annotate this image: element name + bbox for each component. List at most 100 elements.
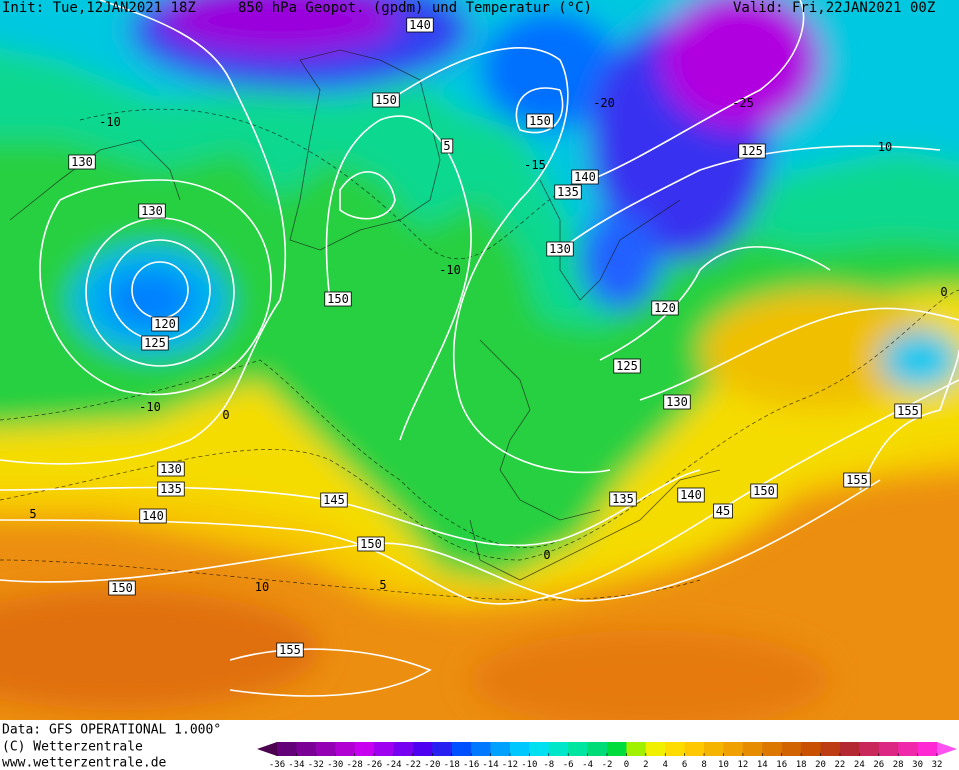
colorbar-segment	[781, 742, 802, 756]
geopotential-label: 150	[111, 581, 133, 595]
init-time: Init: Tue,12JAN2021 18Z	[2, 0, 196, 16]
temperature-label: 10	[255, 580, 269, 594]
colorbar-tick-label: -26	[366, 760, 382, 770]
colorbar-tick-label: -36	[269, 760, 285, 770]
colorbar-tick-label: -16	[463, 760, 479, 770]
geopotential-label-box	[843, 472, 871, 488]
colorbar-segment	[839, 742, 860, 756]
colorbar-segment	[917, 742, 938, 756]
colorbar-tick-label: -34	[288, 760, 304, 770]
temperature-label: -10	[99, 115, 121, 129]
website: www.wetterzentrale.de	[2, 756, 167, 770]
colorbar-tick-label: -10	[521, 760, 537, 770]
geopotential-label-box	[554, 184, 582, 200]
geopotential-label-box	[526, 113, 554, 129]
geopotential-label: 155	[897, 404, 919, 418]
data-source: Data: GFS OPERATIONAL 1.000°	[2, 723, 221, 738]
geopotential-label: 120	[154, 317, 176, 331]
geopotential-label-box	[894, 403, 922, 419]
colorbar-segment	[432, 742, 453, 756]
colorbar-segment	[878, 742, 899, 756]
colorbar-segment	[529, 742, 550, 756]
colorbar-arrow-low	[257, 742, 277, 756]
geopotential-label: 140	[680, 488, 702, 502]
colorbar-segment	[315, 742, 336, 756]
geopotential-label-box	[651, 300, 679, 316]
colorbar-tick-label: -6	[563, 760, 574, 770]
colorbar-segment	[509, 742, 530, 756]
geopotential-label: 135	[612, 492, 634, 506]
colorbar-segment	[762, 742, 783, 756]
geopotential-label: 130	[141, 204, 163, 218]
colorbar-tick-label: -4	[582, 760, 593, 770]
geopotential-label: 150	[529, 114, 551, 128]
header: Init: Tue,12JAN2021 18Z 850 hPa Geopot. …	[2, 0, 935, 16]
colorbar-tick-label: 20	[815, 760, 826, 770]
geopotential-label: 130	[666, 395, 688, 409]
temperature-label: -10	[439, 263, 461, 277]
geopotential-label-box	[320, 492, 348, 508]
colorbar-tick-label: 4	[663, 760, 668, 770]
colorbar-tick-label: 30	[912, 760, 923, 770]
colorbar-tick-label: 18	[796, 760, 807, 770]
geopotential-label: 130	[160, 462, 182, 476]
temperature-label: 5	[29, 507, 36, 521]
colorbar-tick-label: 32	[932, 760, 943, 770]
copyright: (C) Wetterzentrale	[2, 740, 143, 755]
colorbar-tick-label: 8	[701, 760, 706, 770]
geopotential-label-box	[276, 642, 304, 658]
geopotential-label: 135	[557, 185, 579, 199]
colorbar-segment	[704, 742, 724, 756]
temperature-label: 0	[940, 285, 947, 299]
colorbar-tick-label: 6	[682, 760, 687, 770]
colorbar-segment	[684, 742, 705, 756]
geopotential-label: 140	[409, 18, 431, 32]
geopotential-label-box	[157, 481, 185, 497]
geopotential-label: 140	[574, 170, 596, 184]
colorbar-segment	[490, 742, 511, 756]
geopotential-label-box	[68, 154, 96, 170]
map-field	[0, 0, 959, 720]
colorbar-tick-label: -28	[347, 760, 363, 770]
colorbar-segment	[374, 742, 394, 756]
colorbar-tick-label: 24	[854, 760, 865, 770]
colorbar: -36 -34 -32 -30 -28 -26 -24 -22 -20 -18 -16 -14 -12-…	[257, 742, 957, 770]
colorbar-tick-label: -14	[482, 760, 498, 770]
geopotential-label-box	[139, 508, 167, 524]
colorbar-tick-label: -24	[385, 760, 401, 770]
temperature-label: -25	[732, 96, 754, 110]
coastlines	[9, 49, 721, 581]
colorbar-segment	[296, 742, 317, 756]
colorbar-segment	[568, 742, 589, 756]
geopotential-label-box	[677, 487, 705, 503]
colorbar-segment	[471, 742, 492, 756]
geopotential-label-box	[663, 394, 691, 410]
colorbar-tick-label: 12	[737, 760, 748, 770]
colorbar-segment	[607, 742, 627, 756]
geopotential-label: 130	[549, 242, 571, 256]
colorbar-tick-label: 16	[776, 760, 787, 770]
colorbar-segment	[820, 742, 841, 756]
geopotential-label-box	[108, 580, 136, 596]
colorbar-tick-label: -12	[502, 760, 518, 770]
geopotential-contours	[0, 0, 959, 697]
geopotential-label-box	[157, 461, 185, 477]
colorbar-tick-label: 26	[873, 760, 884, 770]
geopotential-label-box	[546, 241, 574, 257]
geopotential-label-box	[141, 335, 169, 351]
geopotential-label: 125	[144, 336, 166, 350]
colorbar-tick-label: 0	[624, 760, 629, 770]
geopotential-label: 135	[160, 482, 182, 496]
colorbar-segment	[587, 742, 608, 756]
geopotential-label: 150	[360, 537, 382, 551]
temperature-label: -10	[139, 400, 161, 414]
colorbar-tick-label: -18	[444, 760, 460, 770]
temperature-label: -20	[593, 96, 615, 110]
colorbar-segment	[354, 742, 375, 756]
colorbar-segment	[335, 742, 356, 756]
geopotential-label: 155	[846, 473, 868, 487]
geopotential-label-box	[440, 138, 454, 154]
geopotential-label-box	[372, 92, 400, 108]
